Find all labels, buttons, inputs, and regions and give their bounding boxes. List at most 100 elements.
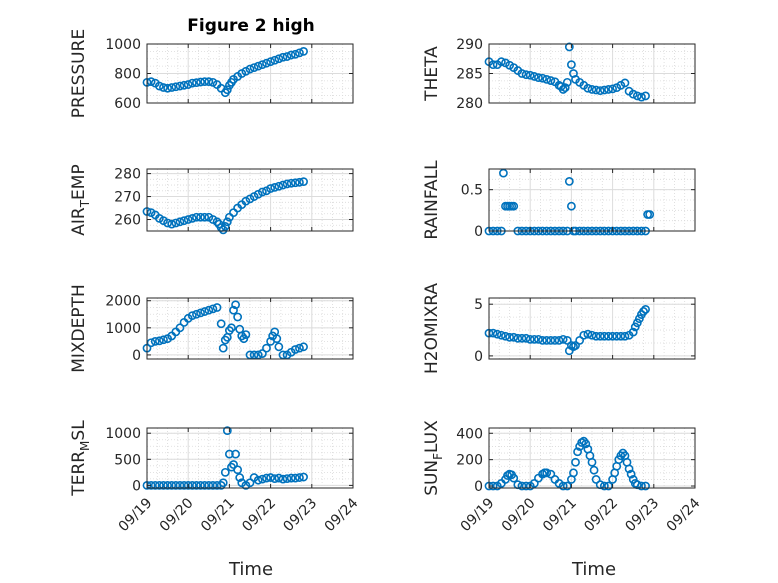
data-point [534, 334, 543, 344]
data-point [554, 335, 564, 345]
y-axis-label-subscript: T [78, 199, 92, 208]
x-tick-label: 09/24 [322, 495, 362, 535]
subplot-mixdepth: 0 1000 2000 MIXDEPTH [69, 284, 354, 373]
data-point [274, 473, 284, 483]
data-point [564, 42, 574, 52]
data-point [179, 80, 189, 90]
data-point [229, 460, 238, 469]
data-point [179, 216, 189, 226]
data-point [538, 73, 547, 83]
subplot-h2omixra: 0 5 H2OMIXRA [422, 283, 696, 374]
data-point [290, 49, 300, 59]
data-point [595, 86, 605, 96]
data-point [274, 54, 284, 64]
subplot-terr_msl: 0 500 1000 09/19 09/20 09/21 09/22 09/23 09/24 TE… [69, 420, 362, 535]
axes-frame [488, 297, 696, 360]
y-tick-label: 1000 [105, 321, 141, 337]
data-point [253, 475, 263, 485]
data-point [589, 465, 599, 475]
data-point [278, 52, 288, 62]
data-point [257, 349, 267, 358]
data-point [573, 447, 582, 457]
data-point [546, 76, 556, 85]
data-point [529, 72, 539, 81]
data-point [227, 323, 236, 333]
y-tick-label: 290 [456, 37, 483, 53]
data-point [175, 323, 185, 333]
y-axis-label-tail: SL [69, 420, 89, 441]
y-axis-label: MIXDEPTH [69, 284, 89, 373]
data-point [262, 58, 271, 68]
data-point [517, 481, 527, 491]
data-point [620, 78, 630, 88]
x-tick-label: 09/22 [239, 495, 279, 535]
data-point [569, 468, 578, 478]
data-point [167, 219, 177, 229]
figure-title: Figure 2 high [187, 16, 315, 36]
data-point [521, 333, 531, 343]
data-point [550, 335, 560, 345]
y-tick-label: 500 [114, 452, 141, 468]
data-point [208, 480, 218, 490]
y-axis-label-main: PRESSURE [69, 29, 89, 118]
y-axis-label-subscript: F [431, 453, 445, 460]
data-point [628, 89, 638, 99]
data-point [286, 473, 296, 483]
subplot-sun_flux: 0 200 400 09/19 09/20 09/21 09/22 09/23 09/24 SUN… [422, 420, 704, 535]
data-point [599, 85, 609, 95]
data-point [509, 473, 519, 483]
data-point [282, 179, 292, 189]
subplot-theta: 280 285 290 THETA [422, 37, 696, 112]
data-point [632, 91, 642, 101]
data-point [492, 329, 502, 339]
x-tick-label: 09/22 [581, 495, 621, 535]
data-point [196, 308, 205, 318]
data-point [645, 210, 655, 219]
data-point [299, 342, 308, 352]
data-point [257, 474, 267, 484]
axes-frame [146, 168, 354, 232]
y-axis-label-tail: LUX [422, 420, 442, 453]
data-point [612, 331, 622, 341]
data-point [509, 332, 519, 342]
data-point [562, 77, 572, 87]
y-axis-label-main: H2OMIXRA [422, 283, 442, 374]
data-point [272, 334, 282, 344]
data-point [154, 336, 164, 346]
y-axis-label-tail: EMP [69, 164, 89, 200]
y-tick-label: 200 [456, 453, 483, 469]
data-point [175, 480, 185, 490]
data-point [218, 343, 228, 353]
data-point [599, 481, 609, 491]
data-point [253, 61, 263, 71]
data-point [204, 480, 214, 490]
data-point [154, 81, 164, 91]
data-point [546, 335, 556, 345]
y-axis-label: PRESSURE [69, 29, 89, 118]
data-point [562, 335, 572, 345]
axes-frame [146, 427, 354, 489]
data-point [290, 345, 300, 354]
data-point [163, 218, 172, 228]
axes-frame [488, 427, 696, 489]
data-point [270, 55, 280, 65]
data-point [231, 449, 240, 459]
data-point [529, 478, 539, 488]
data-point [278, 474, 288, 484]
data-point [488, 60, 498, 70]
data-point [245, 478, 255, 488]
data-point [564, 176, 574, 186]
data-point [175, 217, 185, 227]
data-point [218, 478, 228, 488]
data-point [220, 222, 230, 231]
data-point [159, 335, 168, 345]
data-point [616, 331, 626, 341]
data-point [290, 473, 300, 483]
data-point [529, 334, 539, 344]
data-point [637, 92, 646, 102]
data-point [290, 178, 300, 188]
data-point [641, 304, 650, 314]
data-point [595, 331, 605, 341]
data-point [534, 73, 543, 83]
data-point [187, 213, 197, 223]
